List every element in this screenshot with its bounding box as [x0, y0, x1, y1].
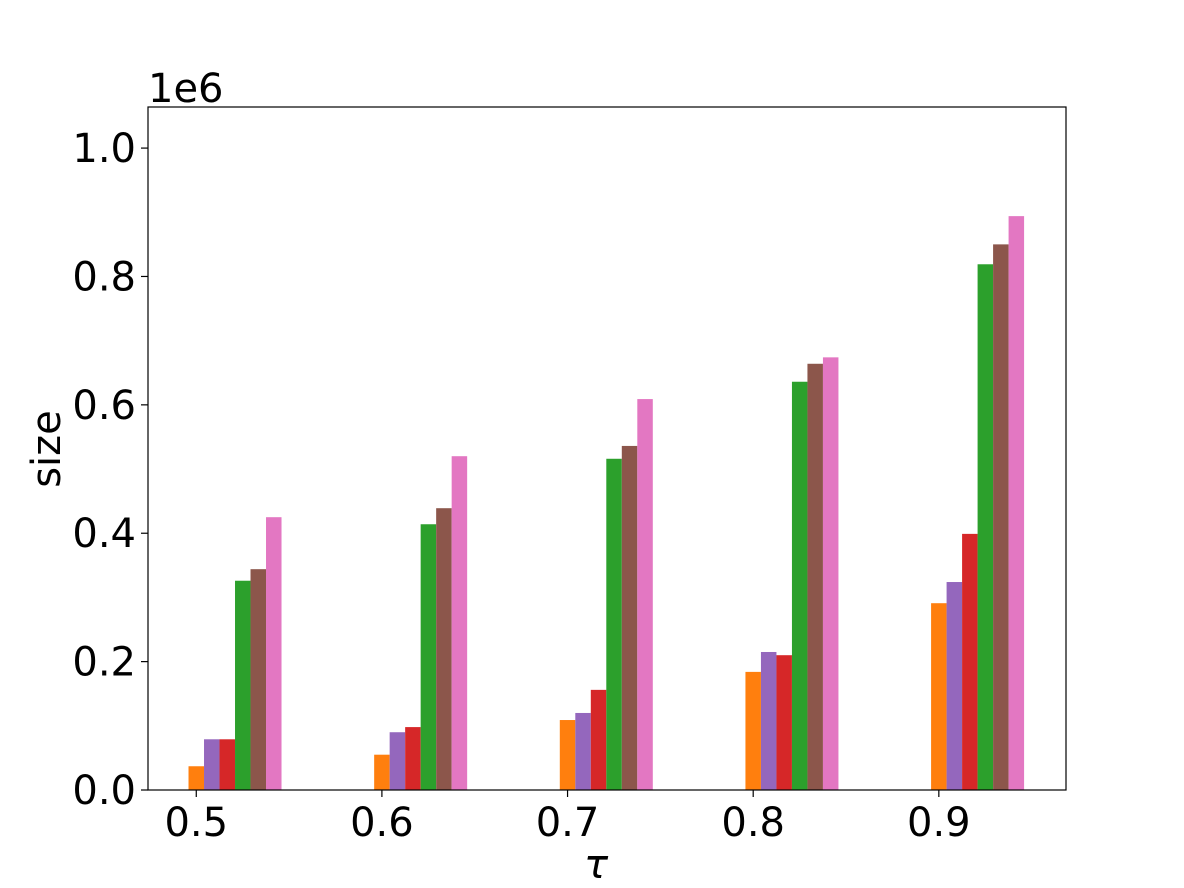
bar: [436, 508, 452, 790]
x-tick-label: 0.7: [536, 800, 600, 846]
bar: [250, 569, 267, 790]
bar: [807, 363, 823, 790]
bar: [204, 739, 220, 790]
bar: [235, 580, 251, 790]
y-tick-label: 0.8: [72, 254, 136, 300]
bar: [791, 381, 808, 790]
bar: [931, 603, 947, 790]
bar: [575, 712, 591, 790]
bar: [962, 533, 978, 790]
bar: [822, 357, 839, 790]
x-tick-label: 0.9: [907, 800, 971, 846]
y-axis-label: size: [24, 410, 70, 488]
bar: [977, 264, 994, 790]
bar: [266, 517, 282, 790]
bar: [374, 754, 390, 790]
y-tick-label: 0.2: [72, 640, 136, 686]
bar: [606, 458, 622, 790]
bar: [760, 651, 777, 790]
bar: [451, 456, 468, 790]
y-offset-label: 1e6: [148, 66, 224, 112]
bar: [405, 727, 421, 790]
y-tick-label: 1.0: [72, 126, 136, 172]
bar: [745, 671, 761, 790]
x-tick-label: 0.6: [350, 800, 414, 846]
bar: [1008, 216, 1025, 790]
bar: [993, 244, 1009, 790]
bar: [590, 689, 607, 790]
y-tick-label: 0.0: [72, 768, 136, 814]
x-tick-label: 0.5: [164, 800, 228, 846]
y-tick-label: 0.4: [72, 511, 136, 557]
y-tick-label: 0.6: [72, 383, 136, 429]
bar: [776, 655, 792, 790]
bar: [946, 582, 963, 790]
bar: [219, 739, 236, 790]
x-tick-label: 0.8: [721, 800, 785, 846]
bar: [420, 524, 437, 790]
bar: [389, 732, 406, 790]
bar: [188, 766, 205, 790]
plot-frame: [147, 106, 1067, 791]
x-axis-label: τ: [584, 842, 609, 888]
bar: [637, 399, 653, 790]
bar: [559, 720, 576, 790]
bar: [621, 445, 638, 790]
